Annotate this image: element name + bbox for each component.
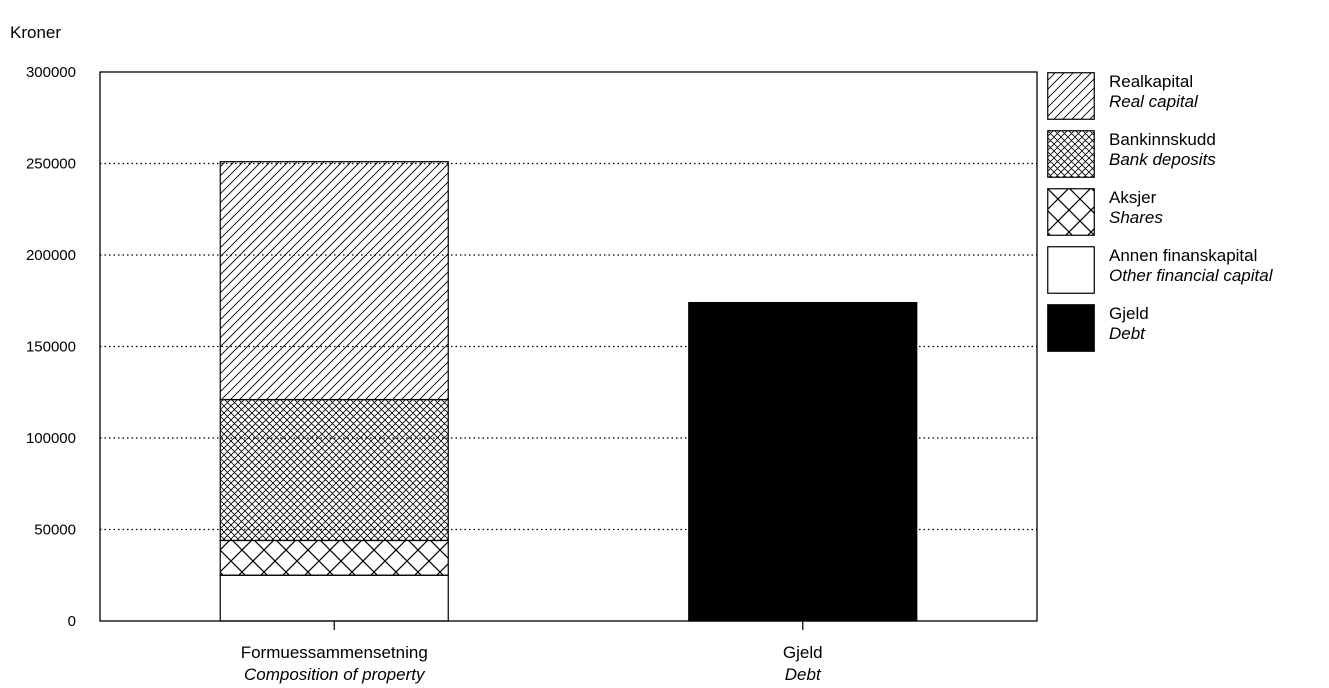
legend-sublabel: Other financial capital xyxy=(1109,266,1273,285)
y-tick-label: 300000 xyxy=(26,64,76,81)
bar-segment-aksjer xyxy=(219,539,449,576)
y-tick-label: 200000 xyxy=(26,247,76,264)
legend-label: Realkapital xyxy=(1109,72,1194,91)
legend-sublabel: Real capital xyxy=(1109,92,1198,111)
bar-segment-gjeld xyxy=(688,301,918,622)
axis-ticks: 0 50000 100000 150000 200000 250000 300000 Form… xyxy=(26,64,823,684)
legend-swatch xyxy=(1047,304,1095,352)
grid-lines xyxy=(100,162,1037,531)
legend-label: Annen finanskapital xyxy=(1109,246,1258,265)
legend-sublabel: Shares xyxy=(1109,208,1163,227)
legend-item-realkapital: Realkapital Real capital xyxy=(1047,72,1327,130)
x-category-label: Formuessammensetning xyxy=(241,643,428,662)
bar-segment-annen-finanskapital xyxy=(219,574,449,622)
y-tick-label: 100000 xyxy=(26,430,76,447)
legend-item-aksjer: Aksjer Shares xyxy=(1047,188,1327,246)
legend-swatch xyxy=(1047,246,1095,294)
x-category-label: Gjeld xyxy=(783,643,823,662)
legend-swatch xyxy=(1047,72,1095,120)
y-tick-label: 50000 xyxy=(34,522,76,539)
legend-label: Gjeld xyxy=(1109,304,1149,323)
bar-segment-bankinnskudd xyxy=(219,398,449,542)
y-tick-label: 150000 xyxy=(26,339,76,356)
legend-item-annen-finanskapital: Annen finanskapital Other financial capit… xyxy=(1047,246,1327,304)
legend: Realkapital Real capital Bankinnskudd Bank … xyxy=(1047,72,1327,362)
y-tick-label: 0 xyxy=(68,613,76,630)
x-category-sublabel: Composition of property xyxy=(244,665,426,684)
legend-item-bankinnskudd: Bankinnskudd Bank deposits xyxy=(1047,130,1327,188)
legend-label: Bankinnskudd xyxy=(1109,130,1216,149)
bars xyxy=(219,161,918,622)
legend-sublabel: Bank deposits xyxy=(1109,150,1216,169)
legend-swatch xyxy=(1047,130,1095,178)
y-axis-unit-label: Kroner xyxy=(10,23,61,42)
legend-swatch xyxy=(1047,188,1095,236)
bar-segment-realkapital xyxy=(219,161,449,401)
legend-label: Aksjer xyxy=(1109,188,1157,207)
x-category-sublabel: Debt xyxy=(785,665,822,684)
legend-sublabel: Debt xyxy=(1109,324,1145,343)
legend-item-gjeld: Gjeld Debt xyxy=(1047,304,1327,362)
plot-frame xyxy=(99,71,1038,622)
y-tick-label: 250000 xyxy=(26,156,76,173)
